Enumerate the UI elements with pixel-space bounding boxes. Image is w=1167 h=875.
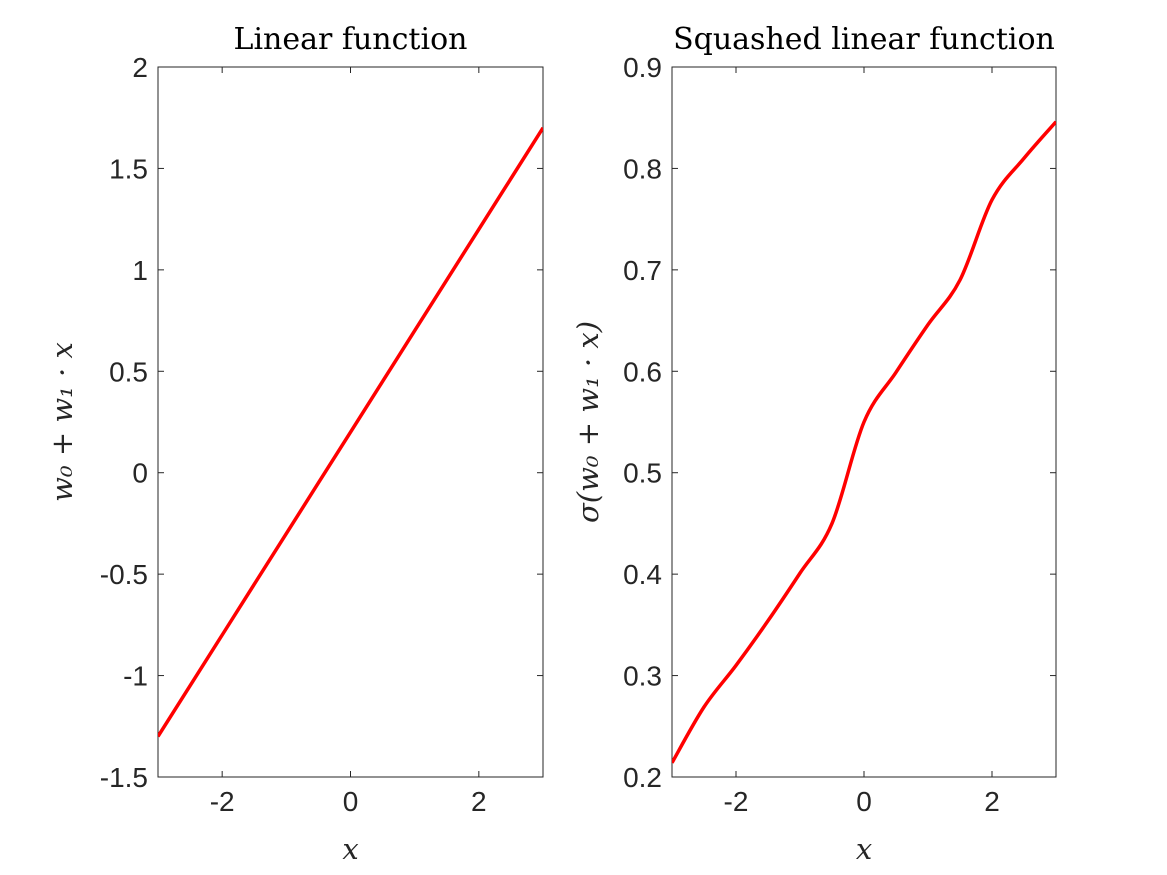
subplot-1: -2 0 2 -1.5 -1 -0.5 0 0.5 1 1.5 2 Linear function x w… <box>45 22 544 866</box>
y-tick-label: -0.5 <box>100 559 148 590</box>
y-tick-label: 0.6 <box>623 356 662 387</box>
y-tick-label: 0.7 <box>623 255 662 286</box>
y-tick-label: 2 <box>132 52 148 83</box>
x-tick-label: 2 <box>984 786 1000 817</box>
x-tick-label: 2 <box>471 786 487 817</box>
series-line <box>672 120 1056 764</box>
x-tick-label: 0 <box>856 786 872 817</box>
y-tick-label: 0.9 <box>623 52 662 83</box>
y-tick-label: 0.4 <box>623 559 662 590</box>
series-line <box>158 126 543 738</box>
subplot-2: -2 0 2 0.2 0.3 0.4 0.5 0.6 0.7 0.8 0.9 Squashed lin… <box>571 22 1057 866</box>
x-tick-label: 0 <box>343 786 359 817</box>
y-tick-label: 1.5 <box>109 153 148 184</box>
plot-area <box>157 66 544 778</box>
y-tick-label: 0 <box>132 458 148 489</box>
x-tick-label: -2 <box>210 786 235 817</box>
x-axis-label: x <box>856 832 872 866</box>
y-axis-label: w₀ + w₁ · x <box>45 342 79 502</box>
y-tick-label: -1.5 <box>100 762 148 793</box>
y-tick-label: 0.8 <box>623 153 662 184</box>
y-tick-label: 0.5 <box>109 356 148 387</box>
y-tick-label: 0.2 <box>623 762 662 793</box>
y-tick-label: 0.5 <box>623 458 662 489</box>
y-tick-label: -1 <box>123 661 148 692</box>
y-tick-label: 1 <box>132 255 148 286</box>
y-axis-label: σ(w₀ + w₁ · x) <box>571 321 605 523</box>
chart-title: Linear function <box>234 22 468 57</box>
y-tick-label: 0.3 <box>623 661 662 692</box>
x-tick-label: -2 <box>724 786 749 817</box>
x-axis-label: x <box>342 832 358 866</box>
chart-title: Squashed linear function <box>673 22 1055 57</box>
